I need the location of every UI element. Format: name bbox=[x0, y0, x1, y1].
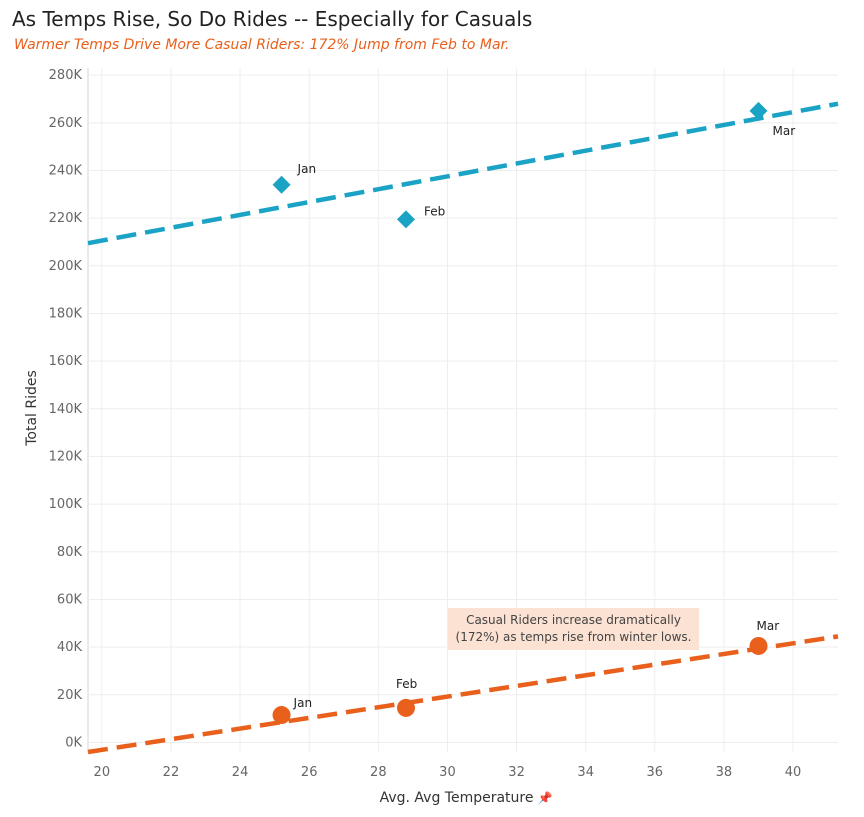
x-tick-label: 36 bbox=[647, 765, 664, 780]
point-label: Feb bbox=[396, 677, 417, 691]
point-label: Mar bbox=[757, 619, 780, 633]
chart-subtitle: Warmer Temps Drive More Casual Riders: 1… bbox=[14, 37, 510, 53]
x-tick-label: 40 bbox=[785, 765, 802, 780]
y-tick-label: 200K bbox=[49, 259, 83, 274]
y-tick-label: 220K bbox=[49, 211, 83, 226]
x-tick-label: 24 bbox=[232, 765, 249, 780]
point-label: Mar bbox=[773, 124, 796, 138]
x-axis-label: Avg. Avg Temperature 📌 bbox=[380, 790, 553, 806]
x-tick-label: 26 bbox=[301, 765, 318, 780]
pin-icon[interactable]: 📌 bbox=[537, 791, 553, 805]
y-tick-label: 40K bbox=[57, 640, 83, 655]
chart-title: As Temps Rise, So Do Rides -- Especially… bbox=[12, 7, 533, 31]
x-tick-label: 38 bbox=[716, 765, 733, 780]
y-tick-label: 280K bbox=[49, 68, 83, 83]
y-tick-label: 140K bbox=[49, 402, 83, 417]
y-axis-label: Total Rides bbox=[24, 370, 40, 446]
x-tick-label: 32 bbox=[508, 765, 525, 780]
y-tick-label: 60K bbox=[57, 592, 83, 607]
y-tick-label: 100K bbox=[49, 497, 83, 512]
point-label: Jan bbox=[293, 696, 313, 710]
point-label: Jan bbox=[297, 162, 317, 176]
y-tick-label: 120K bbox=[49, 449, 83, 464]
x-tick-label: 30 bbox=[439, 765, 456, 780]
trend-line bbox=[87, 101, 839, 246]
point-label: Feb bbox=[424, 204, 445, 218]
y-tick-label: 180K bbox=[49, 306, 83, 321]
x-tick-label: 22 bbox=[163, 765, 180, 780]
x-tick-label: 28 bbox=[370, 765, 387, 780]
data-point bbox=[272, 706, 291, 725]
y-tick-label: 0K bbox=[65, 735, 82, 750]
y-tick-label: 80K bbox=[57, 545, 83, 560]
data-point bbox=[749, 636, 768, 655]
data-point bbox=[396, 698, 415, 717]
annotation-box: Casual Riders increase dramatically (172… bbox=[448, 608, 699, 650]
data-point bbox=[272, 175, 291, 194]
data-point bbox=[749, 101, 768, 120]
y-tick-label: 260K bbox=[49, 116, 83, 131]
x-axis-label-text: Avg. Avg Temperature bbox=[379, 790, 534, 806]
trend-line bbox=[87, 634, 839, 755]
y-tick-label: 160K bbox=[49, 354, 83, 369]
x-tick-label: 34 bbox=[577, 765, 594, 780]
data-point bbox=[396, 210, 415, 229]
x-tick-label: 20 bbox=[94, 765, 111, 780]
y-tick-label: 240K bbox=[49, 163, 83, 178]
y-tick-label: 20K bbox=[57, 688, 83, 703]
